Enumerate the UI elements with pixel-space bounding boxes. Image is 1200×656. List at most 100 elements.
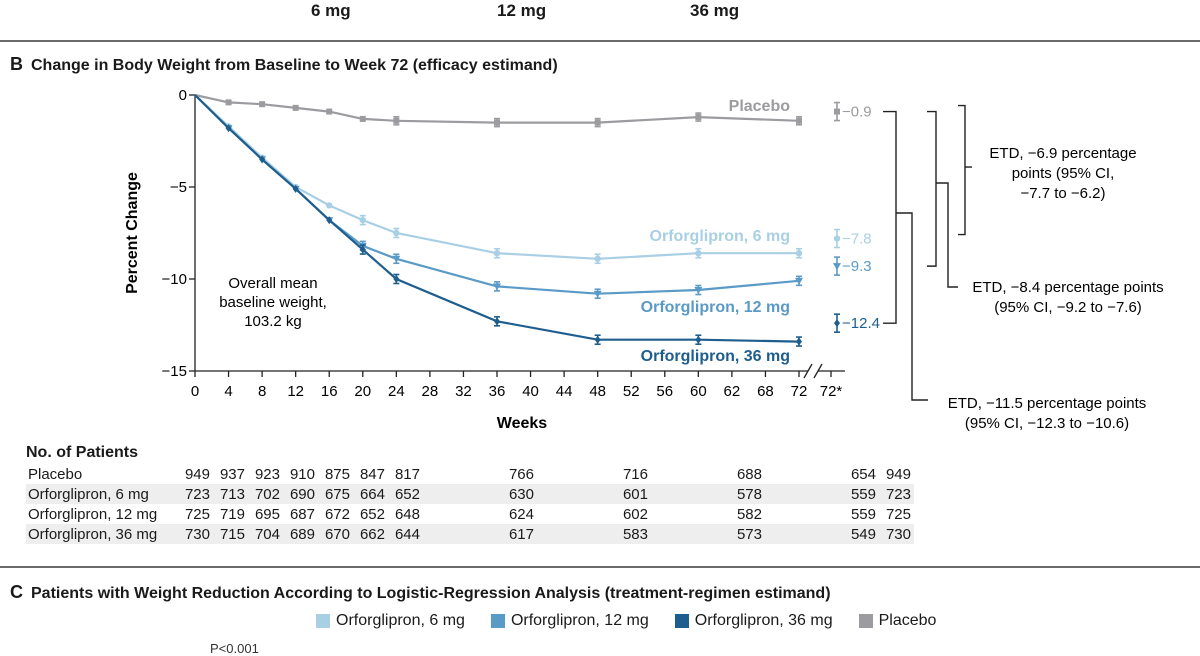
etd-6mg-line: ETD, −6.9 percentage (989, 145, 1136, 162)
endpoint-label-orforglipron-12-mg: −9.3 (842, 258, 872, 275)
dose-label-12mg: 12 mg (497, 1, 547, 20)
data-point (359, 216, 366, 224)
panel-b-letter: B (10, 54, 23, 74)
etd-6mg-line: −7.7 to −6.2) (1020, 185, 1105, 202)
x-axis-break-mark (803, 363, 813, 379)
patients-count: 559 (850, 505, 876, 523)
dose-label-36mg: 36 mg (690, 1, 740, 20)
x-tick-label: 52 (623, 383, 640, 400)
x-tick-label: 4 (224, 383, 232, 400)
series-label-orforglipron-36-mg: Orforglipron, 36 mg (641, 348, 790, 365)
patients-count: 725 (885, 505, 911, 523)
y-tick-label: −10 (162, 271, 187, 288)
bracket-36mg (883, 110, 897, 324)
data-point (796, 337, 802, 346)
patients-count: 648 (394, 505, 420, 523)
legend-item-placebo: Placebo (858, 612, 936, 630)
legend-item-orforglipron-12-mg: Orforglipron, 12 mg (490, 612, 649, 630)
patients-table: No. of Patients Placebo 949 937 923 910 875 84… (26, 444, 914, 544)
x-tick-label: 60 (690, 383, 707, 400)
patients-count: 652 (388, 484, 423, 504)
patients-count: 730 (879, 524, 914, 544)
data-point (259, 101, 266, 108)
chart-endpoints: −0.9 −7.8 −9.3 −12.4 (833, 101, 880, 333)
data-point (326, 202, 333, 209)
endpoint-marker-orforglipron-36-mg (834, 319, 840, 328)
patients-count: 654 (850, 465, 876, 483)
patients-count: 672 (324, 505, 350, 523)
endpoint-marker-placebo (834, 108, 840, 115)
patients-table-body: Placebo 949 937 923 910 875 847 817 766 716 688 654… (26, 464, 914, 544)
data-point (494, 119, 500, 126)
bracket-6mg (958, 104, 966, 236)
patients-count: 923 (254, 465, 280, 483)
x-tick-label: 44 (556, 383, 573, 400)
patients-arm-label: Orforglipron, 6 mg (26, 484, 178, 504)
patients-count: 702 (248, 484, 283, 504)
x-tick-label: 40 (522, 383, 539, 400)
patients-count: 664 (353, 484, 388, 504)
x-tick-label: 32 (455, 383, 472, 400)
patients-count: 687 (289, 505, 315, 523)
patients-count: 715 (213, 524, 248, 544)
data-point (292, 184, 299, 193)
bracket-12mg (927, 110, 937, 267)
x-break-tick-label: 72* (820, 383, 843, 400)
patients-count: 713 (213, 484, 248, 504)
patients-count: 549 (765, 524, 879, 544)
panel-a-footer: 6 mg 12 mg 36 mg (0, 0, 1200, 40)
legend-item-orforglipron-36-mg: Orforglipron, 36 mg (674, 612, 833, 630)
data-point (796, 117, 802, 124)
endpoint-marker-orforglipron-12-mg (833, 263, 841, 271)
patients-count: 652 (359, 505, 385, 523)
data-point (795, 250, 803, 257)
panel-c-pvalue: P<0.001 (210, 641, 259, 656)
data-point (493, 250, 501, 257)
bracket-12mg-leader (936, 182, 958, 288)
patients-count: 688 (736, 465, 762, 483)
etd-6mg-line: points (95% CI, (1012, 165, 1115, 182)
x-tick-label: 0 (191, 383, 199, 400)
etd-12mg-line: (95% CI, −9.2 to −7.6) (994, 299, 1142, 316)
x-tick-label: 20 (354, 383, 371, 400)
data-point (694, 287, 703, 295)
patients-count: 601 (537, 484, 651, 504)
divider-top (0, 40, 1200, 42)
patients-count: 847 (359, 465, 385, 483)
patients-arm-label: Orforglipron, 12 mg (28, 505, 158, 523)
etd-36mg-line: (95% CI, −12.3 to −10.6) (965, 415, 1129, 432)
x-tick-label: 62 (724, 383, 741, 400)
patients-count: 662 (353, 524, 388, 544)
data-point (594, 335, 601, 344)
data-point (494, 317, 500, 326)
panel-b-title-text: Change in Body Weight from Baseline to W… (31, 57, 558, 74)
x-tick-label: 28 (422, 383, 439, 400)
patients-arm-label: Orforglipron, 36 mg (26, 524, 178, 544)
patients-table-header: No. of Patients (26, 444, 139, 461)
legend-swatch (490, 614, 505, 628)
patients-count: 624 (508, 505, 534, 523)
data-point (259, 155, 266, 164)
series-label-placebo: Placebo (729, 98, 791, 115)
legend-label: Orforglipron, 36 mg (694, 612, 833, 629)
panel-c-letter: C (10, 582, 23, 602)
dose-label-6mg: 6 mg (311, 1, 351, 20)
data-point (593, 290, 602, 298)
endpoint-label-orforglipron-36-mg: −12.4 (842, 315, 880, 332)
data-point (392, 255, 401, 263)
patients-count: 602 (622, 505, 648, 523)
patients-count: 670 (318, 524, 353, 544)
panel-c-title: C Patients with Weight Reduction Accordin… (10, 582, 831, 603)
patients-count: 719 (219, 505, 245, 523)
patients-count: 725 (184, 505, 210, 523)
data-point (393, 275, 400, 283)
series-label-orforglipron-12-mg: Orforglipron, 12 mg (641, 299, 790, 316)
baseline-annotation-line2: baseline weight, (219, 294, 327, 311)
panel-c-legend: Orforglipron, 6 mg Orforglipron, 12 mg Orf… (316, 612, 936, 630)
data-point (594, 119, 601, 126)
patients-count: 723 (178, 484, 213, 504)
y-tick-label: −15 (162, 363, 187, 380)
legend-item-orforglipron-6-mg: Orforglipron, 6 mg (316, 612, 465, 630)
